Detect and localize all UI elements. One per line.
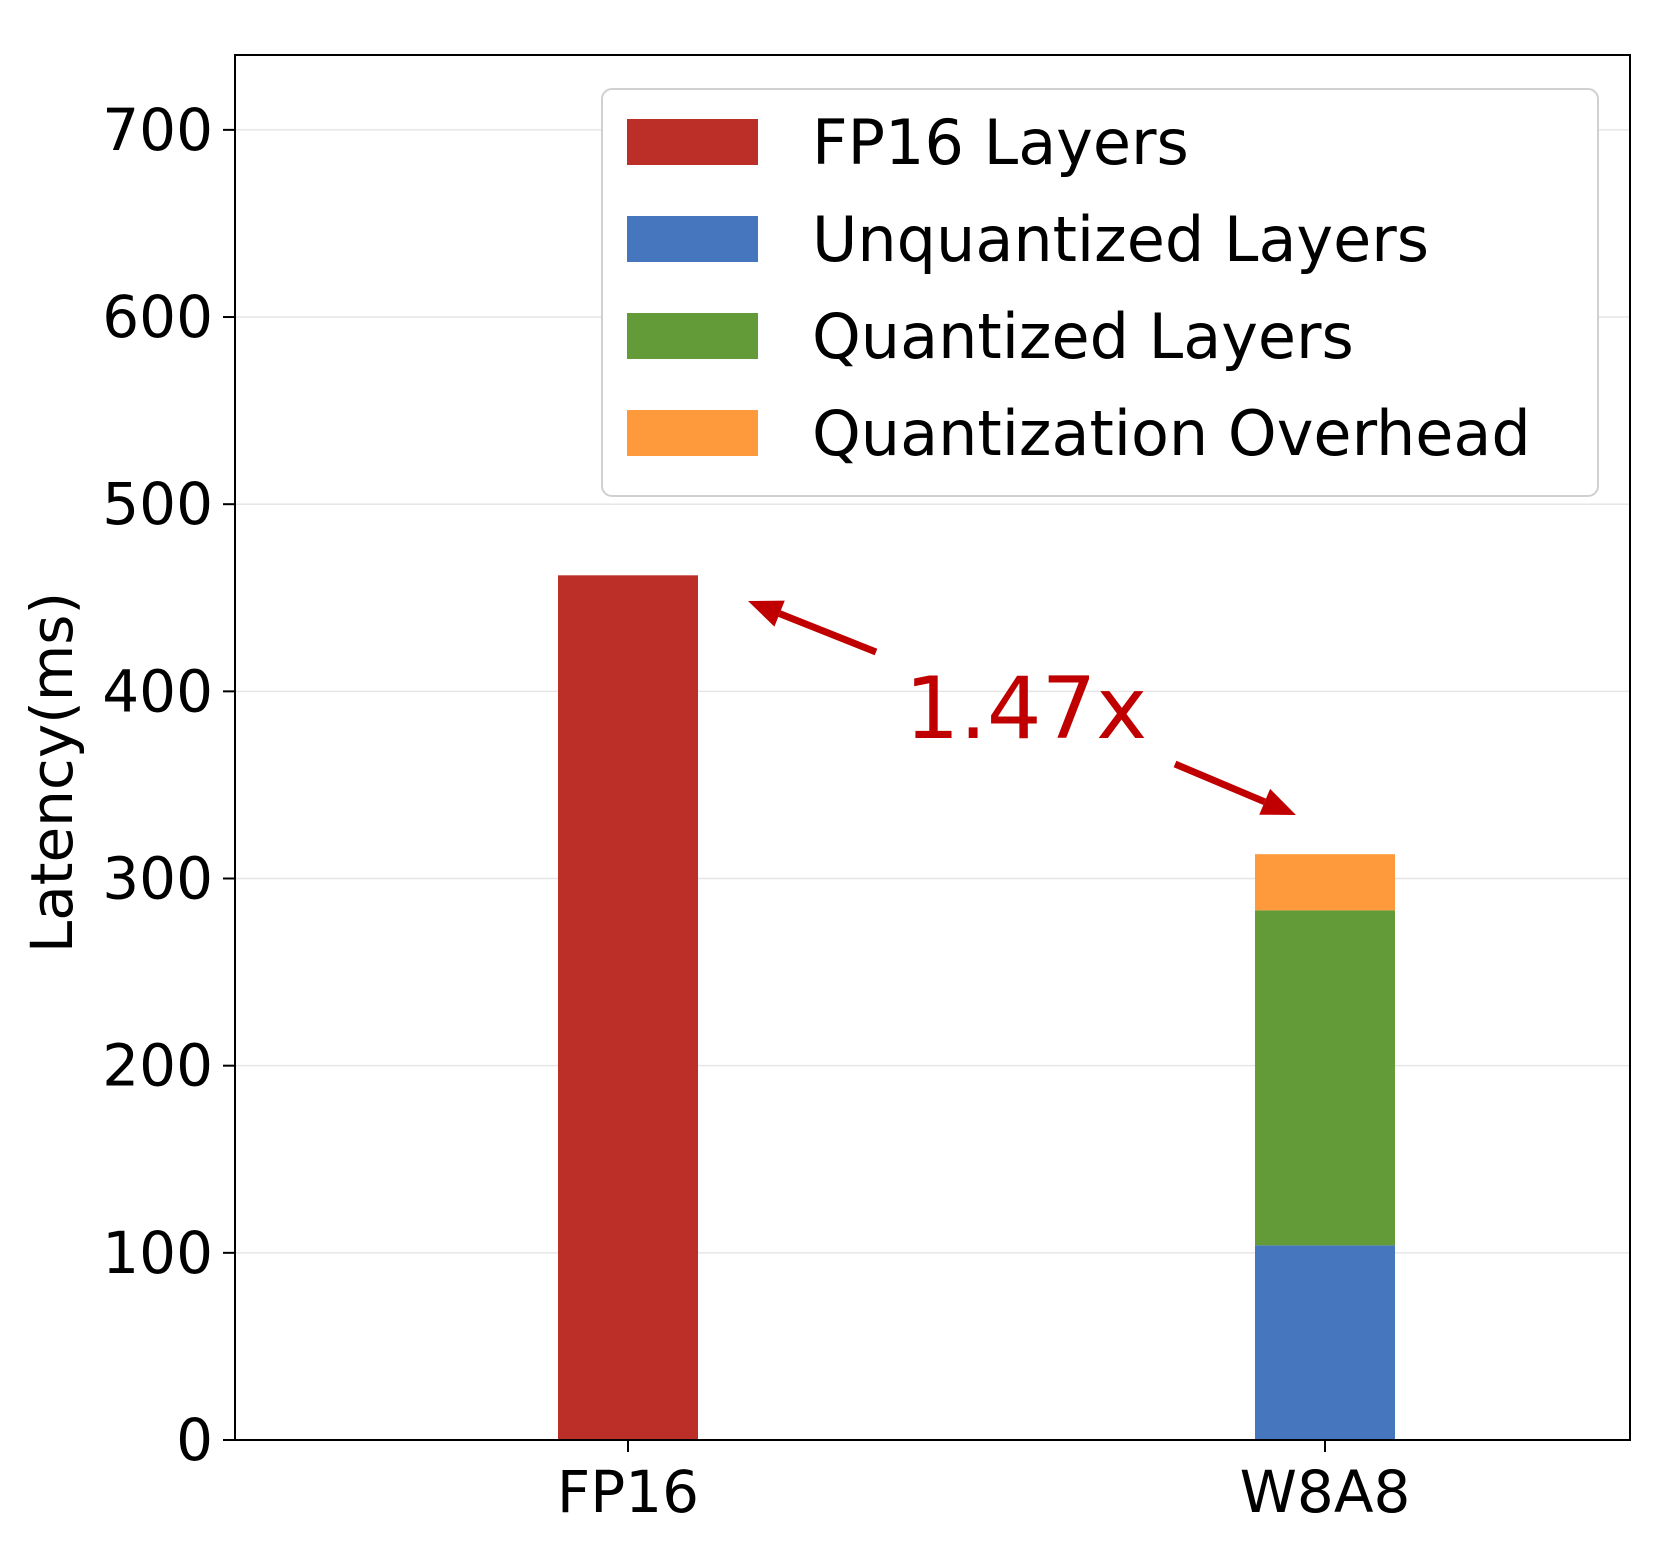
y-tick-label: 200 [102,1032,213,1100]
speedup-annotation: 1.47x [748,600,1296,815]
x-tick-label: FP16 [557,1458,699,1526]
y-axis-ticks: 0 100 200 300 400 500 600 700 [102,96,235,1474]
x-axis-ticks: FP16 W8A8 [557,1440,1410,1526]
y-tick-label: 100 [102,1219,213,1287]
y-tick-label: 600 [102,283,213,351]
legend-box [601,88,1599,497]
bar-segment [1255,910,1395,1246]
bar-segment [1255,854,1395,911]
legend-label: Quantization Overhead [812,397,1531,470]
arrow-right-line [1173,760,1267,806]
speedup-label: 1.47x [905,659,1147,759]
legend: FP16 Layers Unquantized Layers Quantized L… [601,88,1599,497]
y-tick-label: 700 [102,96,213,164]
legend-swatch [627,313,758,359]
legend-label: Quantized Layers [812,300,1354,373]
legend-label: Unquantized Layers [812,203,1429,276]
y-tick-label: 0 [176,1406,213,1474]
legend-items: FP16 Layers Unquantized Layers Quantized L… [627,106,1531,470]
arrow-left-head [748,600,785,627]
y-tick-label: 500 [102,470,213,538]
bar-segment [1255,1245,1395,1440]
legend-label: FP16 Layers [812,106,1189,179]
bar-segment [558,575,698,1440]
y-axis-label: Latency(ms) [18,592,86,953]
plot-frame [234,54,1631,1441]
legend-swatch [627,119,758,165]
legend-swatch [627,410,758,456]
x-tick-label: W8A8 [1240,1458,1411,1526]
y-tick-label: 400 [102,657,213,725]
arrow-left-line [778,610,878,656]
legend-swatch [627,216,758,262]
bars [558,575,1395,1440]
arrow-right-head [1259,788,1296,815]
y-tick-label: 300 [102,845,213,913]
